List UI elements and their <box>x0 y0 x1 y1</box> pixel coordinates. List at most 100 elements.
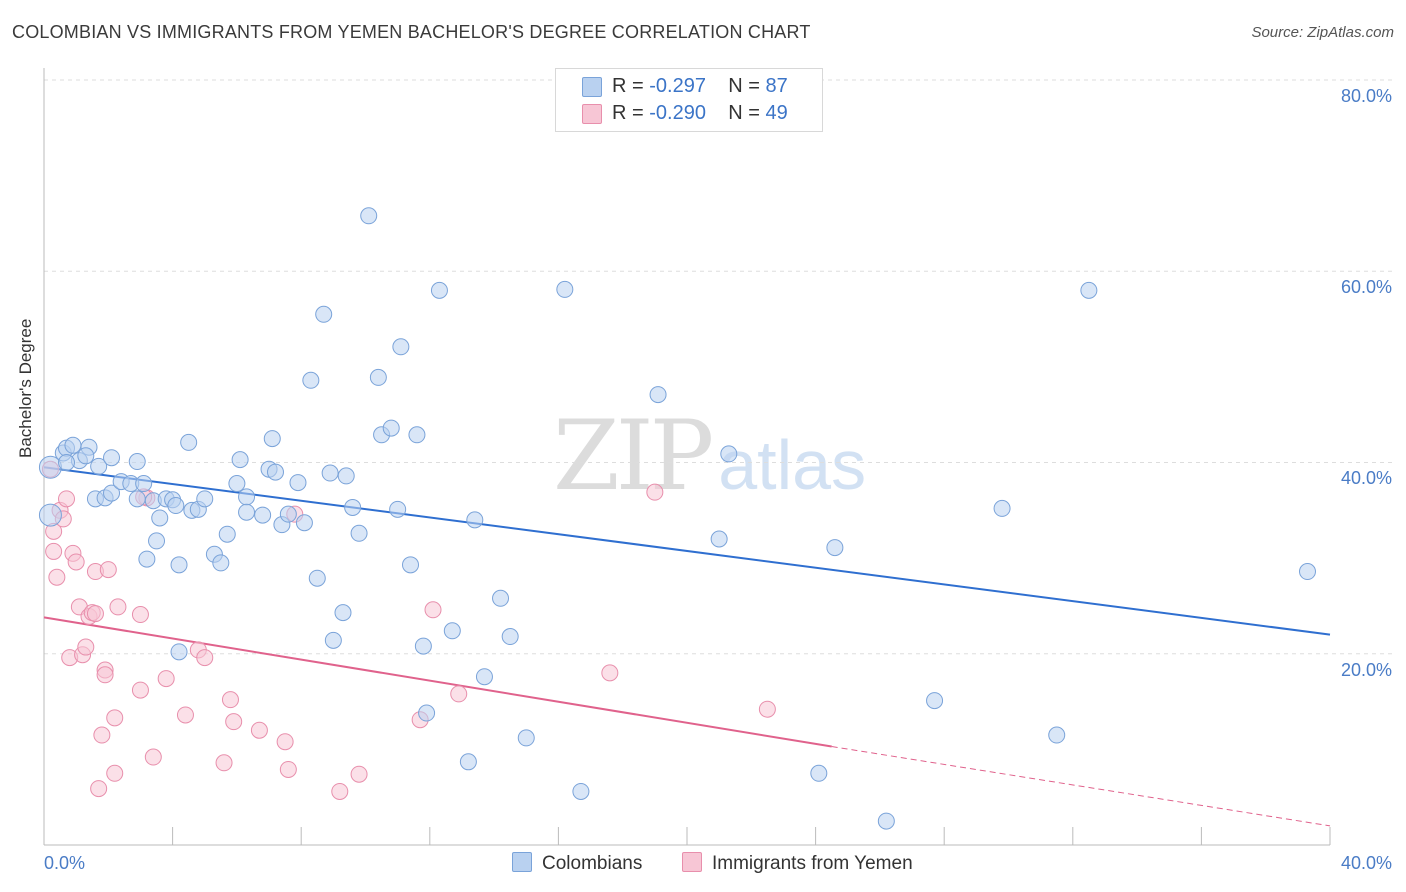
point-colombians <box>475 668 493 686</box>
legend-label-yemen: Immigrants from Yemen <box>712 853 913 874</box>
point-colombians <box>295 514 313 532</box>
n-value: 49 <box>765 102 788 124</box>
point-colombians <box>148 532 166 550</box>
point-colombians <box>138 550 156 568</box>
point-yemen <box>221 691 239 709</box>
point-yemen <box>90 780 108 798</box>
point-colombians <box>218 525 236 543</box>
point-colombians <box>38 503 62 527</box>
point-colombians <box>103 484 121 502</box>
point-colombians <box>826 539 844 557</box>
point-colombians <box>466 511 484 529</box>
point-colombians <box>77 447 95 465</box>
point-colombians <box>517 729 535 747</box>
point-colombians <box>408 426 426 444</box>
point-yemen <box>424 601 442 619</box>
y-tick-60: 60.0% <box>1340 277 1392 297</box>
x-tick-left: 0.0% <box>44 853 86 873</box>
point-colombians <box>389 500 407 518</box>
point-yemen <box>86 605 104 623</box>
point-colombians <box>418 704 436 722</box>
point-colombians <box>501 628 519 646</box>
point-colombians <box>212 554 230 572</box>
trendline-colombians <box>43 466 1331 636</box>
point-yemen <box>331 782 349 800</box>
point-colombians <box>266 463 284 481</box>
point-colombians <box>308 569 326 587</box>
point-colombians <box>254 506 272 524</box>
point-colombians <box>315 305 333 323</box>
point-yemen <box>450 685 468 703</box>
point-colombians <box>1298 563 1316 581</box>
point-colombians <box>64 436 82 454</box>
n-value: 87 <box>765 75 788 97</box>
point-colombians <box>337 467 355 485</box>
r-value: -0.290 <box>649 102 706 124</box>
x-tick-right: 40.0% <box>1340 853 1392 873</box>
point-colombians <box>238 503 256 521</box>
n-label: N = <box>728 75 760 97</box>
point-colombians <box>128 453 146 471</box>
point-colombians <box>128 490 146 508</box>
point-colombians <box>103 449 121 467</box>
point-yemen <box>646 483 664 501</box>
point-colombians <box>993 499 1011 517</box>
point-colombians <box>324 631 342 649</box>
point-yemen <box>225 713 243 731</box>
point-colombians <box>180 433 198 451</box>
point-colombians <box>1048 726 1066 744</box>
r-label: R = <box>612 102 644 124</box>
point-yemen <box>758 700 776 718</box>
point-yemen <box>157 670 175 688</box>
point-colombians <box>572 782 590 800</box>
point-yemen <box>45 542 63 560</box>
y-tick-20: 20.0% <box>1340 660 1392 680</box>
point-yemen <box>279 760 297 778</box>
point-colombians <box>170 556 188 574</box>
watermark-atlas: atlas <box>718 426 867 504</box>
point-yemen <box>131 606 149 624</box>
point-colombians <box>58 454 76 471</box>
r-value: -0.297 <box>649 75 706 97</box>
point-yemen <box>99 561 117 579</box>
stats-legend: R = -0.297 N = 87 R = -0.290 N = 49 <box>555 68 823 132</box>
pink-swatch <box>682 852 702 872</box>
y-tick-80: 80.0% <box>1340 86 1392 106</box>
watermark: ZIP atlas <box>553 400 866 512</box>
point-colombians <box>302 371 320 389</box>
chart-title: COLOMBIAN VS IMMIGRANTS FROM YEMEN BACHE… <box>12 22 811 42</box>
point-yemen <box>106 709 124 727</box>
point-colombians <box>344 498 362 516</box>
point-colombians <box>877 812 895 830</box>
point-colombians <box>492 589 510 607</box>
point-colombians <box>196 490 214 508</box>
legend-item-yemen[interactable]: Immigrants from Yemen <box>682 852 913 875</box>
point-yemen <box>58 490 76 508</box>
point-colombians <box>350 524 368 542</box>
point-colombians <box>321 464 339 482</box>
point-colombians <box>231 451 249 469</box>
legend-label-colombians: Colombians <box>542 853 643 874</box>
watermark-zip: ZIP <box>553 400 714 512</box>
legend-item-colombians[interactable]: Colombians <box>512 852 642 875</box>
point-yemen <box>215 754 233 772</box>
point-colombians <box>414 637 432 655</box>
point-yemen <box>131 681 149 699</box>
point-colombians <box>720 445 738 463</box>
point-colombians <box>443 622 461 640</box>
point-yemen <box>93 726 111 744</box>
source-label: Source: ZipAtlas.com <box>1251 24 1394 41</box>
point-colombians <box>392 338 410 356</box>
point-colombians <box>334 604 352 622</box>
point-colombians <box>369 368 387 386</box>
point-colombians <box>167 497 185 515</box>
point-yemen <box>144 748 162 766</box>
trendline-yemen-extrapolated <box>831 746 1331 827</box>
point-colombians <box>710 530 728 548</box>
y-axis-label: Bachelor's Degree <box>16 318 35 458</box>
point-yemen <box>350 765 368 783</box>
blue-swatch <box>582 77 602 97</box>
point-yemen <box>106 764 124 782</box>
point-colombians <box>279 505 297 523</box>
